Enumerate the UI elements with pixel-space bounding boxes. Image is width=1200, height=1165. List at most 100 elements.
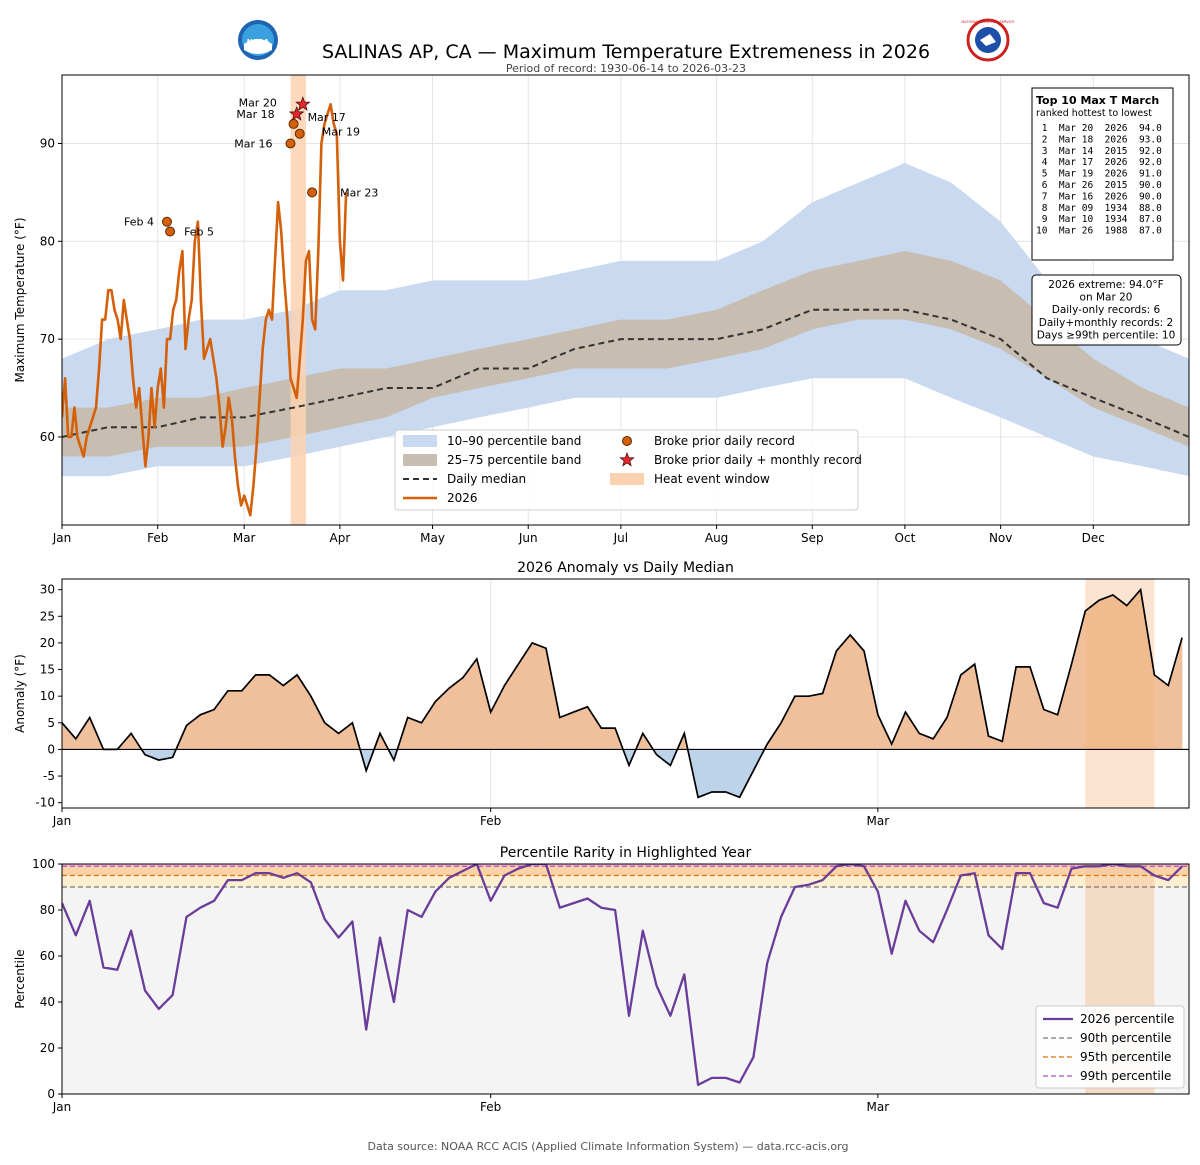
legend-swatch-band25 <box>403 454 437 466</box>
legend-swatch-dot <box>622 436 632 446</box>
x-tick-label: Jan <box>52 1100 72 1114</box>
record-daily-marker <box>285 138 296 149</box>
record-monthly-label: Mar 18 <box>236 108 274 121</box>
record-daily-marker <box>165 226 176 237</box>
y-tick-label: 30 <box>40 583 55 597</box>
record-daily-label: Feb 5 <box>184 226 214 239</box>
record-daily-label: Mar 17 <box>308 111 346 124</box>
y-tick-label: -10 <box>35 796 55 810</box>
y-tick-label: 70 <box>40 332 55 346</box>
y-tick-label: 90 <box>40 136 55 150</box>
data-source-footer: Data source: NOAA RCC ACIS (Applied Clim… <box>368 1140 849 1153</box>
legend-label: 2026 percentile <box>1080 1012 1174 1026</box>
y-tick-label: 100 <box>32 857 55 871</box>
record-daily-label: Mar 23 <box>340 186 378 199</box>
x-tick-label: Aug <box>705 531 728 545</box>
y-tick-label: 0 <box>47 1087 55 1101</box>
legend-label: 99th percentile <box>1080 1069 1171 1083</box>
series-2026-line <box>62 103 348 517</box>
anomaly-negative-fill <box>140 749 765 798</box>
summary-box: 2026 extreme: 94.0°Fon Mar 20Daily-only … <box>1031 274 1182 346</box>
legend-swatch-band10 <box>403 435 437 447</box>
chart-subtitle: Period of record: 1930-06-14 to 2026-03-… <box>506 62 746 75</box>
top10-frame <box>1031 87 1174 261</box>
y-tick-label: 80 <box>40 234 55 248</box>
top10-row: 10 Mar 26 1988 87.0 <box>1036 226 1162 237</box>
plot-frame <box>61 74 1190 526</box>
legend-label: 10–90 percentile band <box>447 434 581 448</box>
band-99-100 <box>62 864 1189 867</box>
legend-box <box>394 429 859 511</box>
x-tick-label: Mar <box>233 531 256 545</box>
x-tick-label: Jan <box>52 814 72 828</box>
legend-box <box>1035 1005 1185 1089</box>
x-tick-label: Jul <box>613 531 628 545</box>
legend-swatch-star <box>619 451 635 467</box>
main-legend: 10–90 percentile band 25–75 percentile ba… <box>394 429 862 511</box>
anomaly-plot-area <box>62 579 1189 808</box>
noaa-logo-text: NOAA <box>247 38 270 46</box>
anomaly-panel: Jan Feb Mar -10 -5 0 5 10 15 20 25 30 Anomaly (°F) 20… <box>13 560 1190 828</box>
x-tick-label: Mar <box>867 1100 890 1114</box>
y-tick-label: 60 <box>40 430 55 444</box>
summary-line: Daily-only records: 6 <box>1052 304 1161 316</box>
y-tick-label: 25 <box>40 609 55 623</box>
x-tick-label: May <box>420 531 445 545</box>
plot-frame <box>61 863 1190 1095</box>
y-tick-label: 60 <box>40 949 55 963</box>
y-tick-label: 10 <box>40 689 55 703</box>
record-monthly-star <box>295 96 311 111</box>
heat-event-window <box>290 75 306 525</box>
y-axis-label: Maximum Temperature (°F) <box>13 217 27 382</box>
legend-label: 95th percentile <box>1080 1050 1171 1064</box>
record-daily-marker <box>161 216 172 227</box>
y-tick-label: 20 <box>40 1041 55 1055</box>
top10-row: 1 Mar 20 2026 94.0 <box>1036 123 1162 134</box>
legend-label: Broke prior daily + monthly record <box>654 453 862 467</box>
noaa-logo: NOAA <box>238 20 278 60</box>
legend-label: 25–75 percentile band <box>447 453 581 467</box>
band-90-95 <box>62 875 1189 887</box>
x-tick-label: Mar <box>867 814 890 828</box>
x-tick-label: Nov <box>989 531 1012 545</box>
record-daily-marker <box>294 128 305 139</box>
top10-subtitle: ranked hottest to lowest <box>1036 108 1152 119</box>
anomaly-line <box>62 587 1183 799</box>
x-tick-label: Feb <box>147 531 168 545</box>
legend-label: Broke prior daily record <box>654 434 795 448</box>
y-tick-label: 40 <box>40 995 55 1009</box>
top10-row: 5 Mar 19 2026 91.0 <box>1036 169 1162 180</box>
top10-row: 6 Mar 26 2015 90.0 <box>1036 180 1162 191</box>
x-tick-label: Jan <box>52 531 72 545</box>
band-95-99 <box>62 866 1189 876</box>
summary-line: Days ≥99th percentile: 10 <box>1037 329 1176 341</box>
percentile-plot-area <box>62 864 1189 1094</box>
y-tick-label: 5 <box>47 716 55 730</box>
percentile-panel: Jan Feb Mar 0 20 40 60 80 100 Percentile Percentil… <box>13 845 1190 1114</box>
record-daily-marker <box>307 187 318 198</box>
record-daily-label: Mar 16 <box>234 137 272 150</box>
top10-row: 9 Mar 10 1934 87.0 <box>1036 214 1162 225</box>
anomaly-positive-fill <box>62 588 1183 750</box>
record-daily-label: Mar 19 <box>322 126 360 139</box>
main-temperature-panel: Feb 4 Feb 5 Mar 16 Mar 19 Mar 17 Mar 23 Mar 18… <box>13 74 1190 545</box>
x-tick-label: Jun <box>518 531 538 545</box>
summary-line: Daily+monthly records: 2 <box>1039 317 1173 329</box>
top10-row: 4 Mar 17 2026 92.0 <box>1036 157 1162 168</box>
heat-event-window <box>1085 579 1155 808</box>
nws-logo-text: NATIONAL WEATHER SERVICE <box>961 20 1015 24</box>
x-tick-label: Apr <box>330 531 351 545</box>
panel-title: 2026 Anomaly vs Daily Median <box>517 560 734 576</box>
record-monthly-star <box>288 105 305 121</box>
y-tick-label: -5 <box>43 769 55 783</box>
panel-title: Percentile Rarity in Highlighted Year <box>500 845 752 861</box>
percentile-line <box>62 864 1183 1086</box>
top10-row: 2 Mar 18 2026 93.0 <box>1036 134 1162 145</box>
legend-label: 90th percentile <box>1080 1031 1171 1045</box>
y-tick-label: 80 <box>40 903 55 917</box>
x-tick-label: Feb <box>480 814 501 828</box>
summary-frame <box>1031 274 1182 346</box>
